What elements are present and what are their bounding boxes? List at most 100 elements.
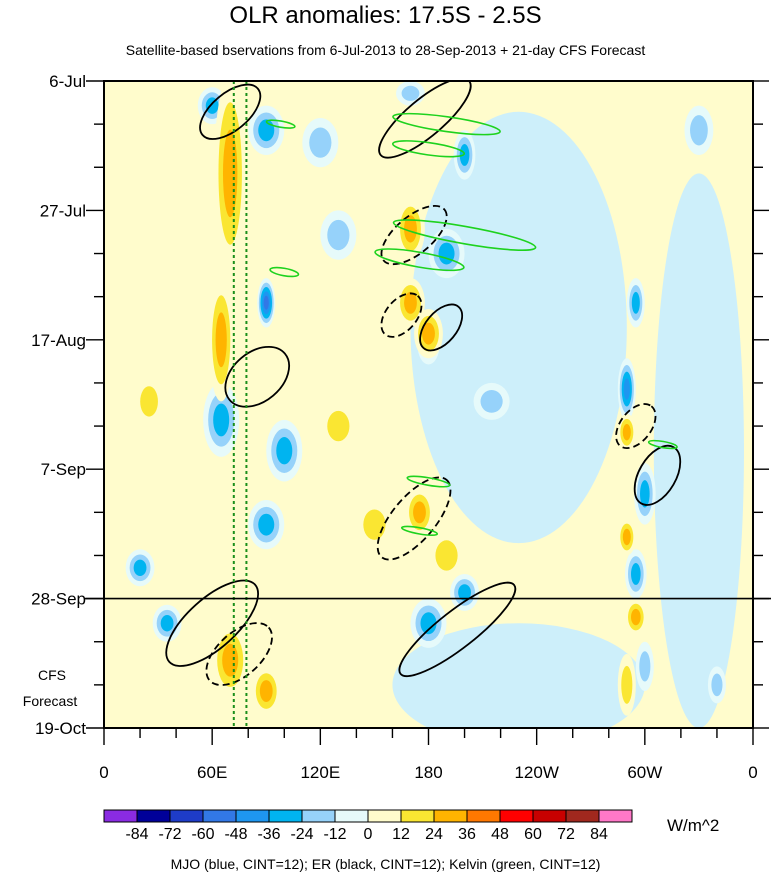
kelvin-contour <box>392 219 537 251</box>
er-contour-positive <box>398 581 517 678</box>
anomaly-blob <box>413 501 426 524</box>
anomaly-blob <box>420 612 437 635</box>
anomaly-blob <box>222 129 238 218</box>
colorbar-label: 48 <box>491 826 509 843</box>
kelvin-contour <box>400 525 439 536</box>
anomaly-blob <box>205 97 219 114</box>
y-tick-label: 28-Sep <box>31 590 86 609</box>
colorbar-label: -12 <box>323 826 346 843</box>
anomaly-blob <box>213 403 230 437</box>
kelvin-contour <box>269 266 300 278</box>
colorbar-label: 0 <box>364 826 373 843</box>
colorbar-swatch <box>466 809 501 823</box>
anomaly-blob <box>160 615 174 632</box>
kelvin-contour <box>265 119 296 129</box>
anomaly-blob <box>140 386 158 417</box>
colorbar-swatch <box>169 809 204 823</box>
anomaly-blob <box>422 322 435 345</box>
colorbar-label: 84 <box>590 826 608 843</box>
anomaly-blob <box>363 509 386 540</box>
anomaly-patch <box>653 173 744 728</box>
anomaly-blob <box>404 291 417 314</box>
colorbar-swatch <box>400 809 435 823</box>
colorbar-swatch <box>433 809 468 823</box>
anomaly-blob <box>259 680 273 702</box>
anomaly-blob <box>458 584 471 601</box>
anomaly-blob <box>404 215 417 243</box>
colorbar-label: 36 <box>458 826 476 843</box>
colorbar-swatch <box>136 809 171 823</box>
x-tick-label: 60E <box>197 763 227 782</box>
colorbar-swatch <box>532 809 567 823</box>
colorbar-swatch <box>499 809 534 823</box>
anomaly-blob <box>623 378 630 400</box>
er-contour-positive <box>633 444 682 506</box>
forecast-label-line2: Forecast <box>23 693 78 709</box>
anomaly-blob <box>690 115 708 146</box>
colorbar-label: 12 <box>392 826 410 843</box>
colorbar-label: 24 <box>425 826 443 843</box>
colorbar-label: -60 <box>191 826 214 843</box>
forecast-label-line1: CFS <box>38 667 66 683</box>
y-tick-label: 27-Jul <box>40 201 86 220</box>
anomaly-blob <box>622 528 631 546</box>
anomaly-blob <box>133 559 147 577</box>
anomaly-blob <box>621 665 633 704</box>
colorbar-label: 72 <box>557 826 575 843</box>
anomaly-patch <box>410 111 627 544</box>
anomaly-blob <box>215 312 227 368</box>
anomaly-blob <box>263 295 269 310</box>
er-contour-positive <box>419 303 464 352</box>
y-tick-label: 7-Sep <box>41 460 86 479</box>
anomaly-blob <box>631 291 640 314</box>
anomaly-blob <box>622 424 631 441</box>
anomaly-blob <box>639 651 651 682</box>
x-tick-label: 60W <box>627 763 662 782</box>
colorbar-swatch <box>103 809 138 823</box>
er-contour-positive <box>224 345 290 408</box>
colorbar-label: -84 <box>125 826 148 843</box>
er-contour-negative <box>380 292 423 338</box>
colorbar-swatch <box>598 809 633 823</box>
anomaly-blob <box>480 390 503 413</box>
kelvin-contour <box>374 248 465 272</box>
anomaly-blob <box>438 242 455 265</box>
anomaly-blob <box>435 540 458 571</box>
colorbar-label: -72 <box>158 826 181 843</box>
colorbar-swatch <box>202 809 237 823</box>
colorbar-swatch <box>235 809 270 823</box>
colorbar-label: -36 <box>257 826 280 843</box>
anomaly-blob <box>640 480 650 508</box>
kelvin-contour <box>391 140 466 158</box>
er-contour-negative <box>205 622 273 686</box>
colorbar-label: -24 <box>290 826 313 843</box>
colorbar-swatch <box>367 809 402 823</box>
er-contour-negative <box>615 403 657 450</box>
x-tick-label: 0 <box>748 763 757 782</box>
kelvin-contour <box>647 439 678 450</box>
anomaly-blob <box>309 127 332 158</box>
anomaly-blob <box>222 643 239 677</box>
kelvin-contour <box>406 475 451 488</box>
colorbar-label: 60 <box>524 826 542 843</box>
colorbar-swatch <box>334 809 369 823</box>
anomaly-blob <box>276 437 293 465</box>
x-tick-label: 0 <box>99 763 108 782</box>
anomaly-blob <box>327 410 350 442</box>
anomaly-blob <box>631 562 641 585</box>
y-tick-label: 17-Aug <box>31 331 86 350</box>
anomaly-blob <box>631 608 641 626</box>
er-contour-negative <box>380 204 448 266</box>
colorbar-swatch <box>301 809 336 823</box>
colorbar-label: -48 <box>224 826 247 843</box>
colorbar-units: W/m^2 <box>667 816 720 835</box>
anomaly-blob <box>327 219 350 251</box>
y-tick-label: 6-Jul <box>49 72 86 91</box>
er-contour-negative <box>376 476 452 561</box>
colorbar-swatch <box>565 809 600 823</box>
y-tick-label: 19-Oct <box>35 719 86 738</box>
x-tick-label: 120W <box>514 763 558 782</box>
anomaly-blob <box>711 673 723 697</box>
anomaly-blob <box>459 143 470 166</box>
